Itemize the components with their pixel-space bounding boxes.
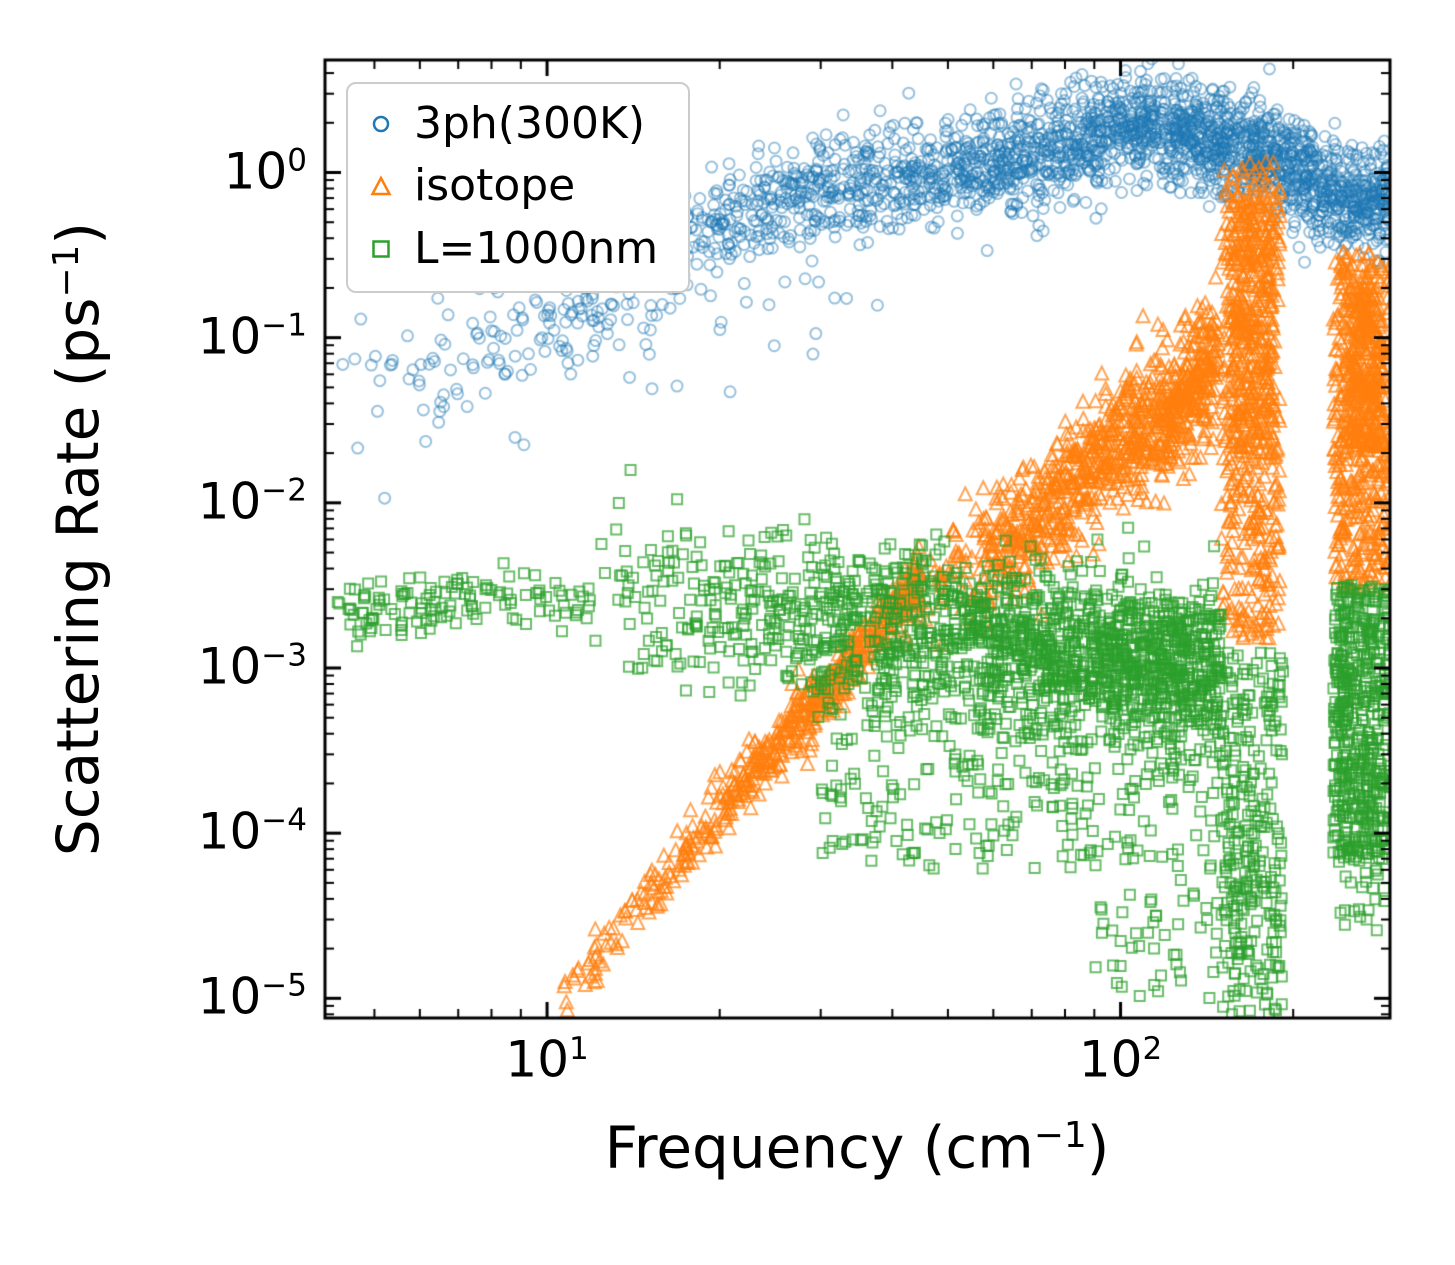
triangle-marker-icon	[364, 170, 398, 204]
legend-item-l1000nm: L=1000nm	[364, 222, 659, 274]
legend: 3ph(300K) isotope L=1000nm	[346, 82, 691, 294]
y-axis-label: Scattering Rate (ps−1)	[44, 222, 112, 856]
x-axis-label: Frequency (cm−1)	[605, 1115, 1110, 1177]
square-marker-icon	[364, 232, 398, 266]
y-axis-label-suffix: )	[44, 221, 113, 245]
x-axis-label-sup: −1	[1033, 1115, 1087, 1156]
legend-item-isotope: isotope	[364, 160, 658, 212]
x-axis-label-suffix: )	[1086, 1113, 1110, 1182]
x-axis-label-text: Frequency (cm	[604, 1113, 1034, 1182]
legend-item-label: isotope	[414, 160, 576, 212]
legend-item-label: 3ph(300K)	[414, 98, 645, 149]
y-axis-label-sup: −1	[45, 244, 87, 298]
legend-item-label: L=1000nm	[414, 222, 659, 274]
y-axis-label-text: Scattering Rate (ps	[44, 297, 113, 857]
legend-item-3ph: 3ph(300K)	[364, 98, 658, 149]
circle-marker-icon	[364, 107, 398, 141]
